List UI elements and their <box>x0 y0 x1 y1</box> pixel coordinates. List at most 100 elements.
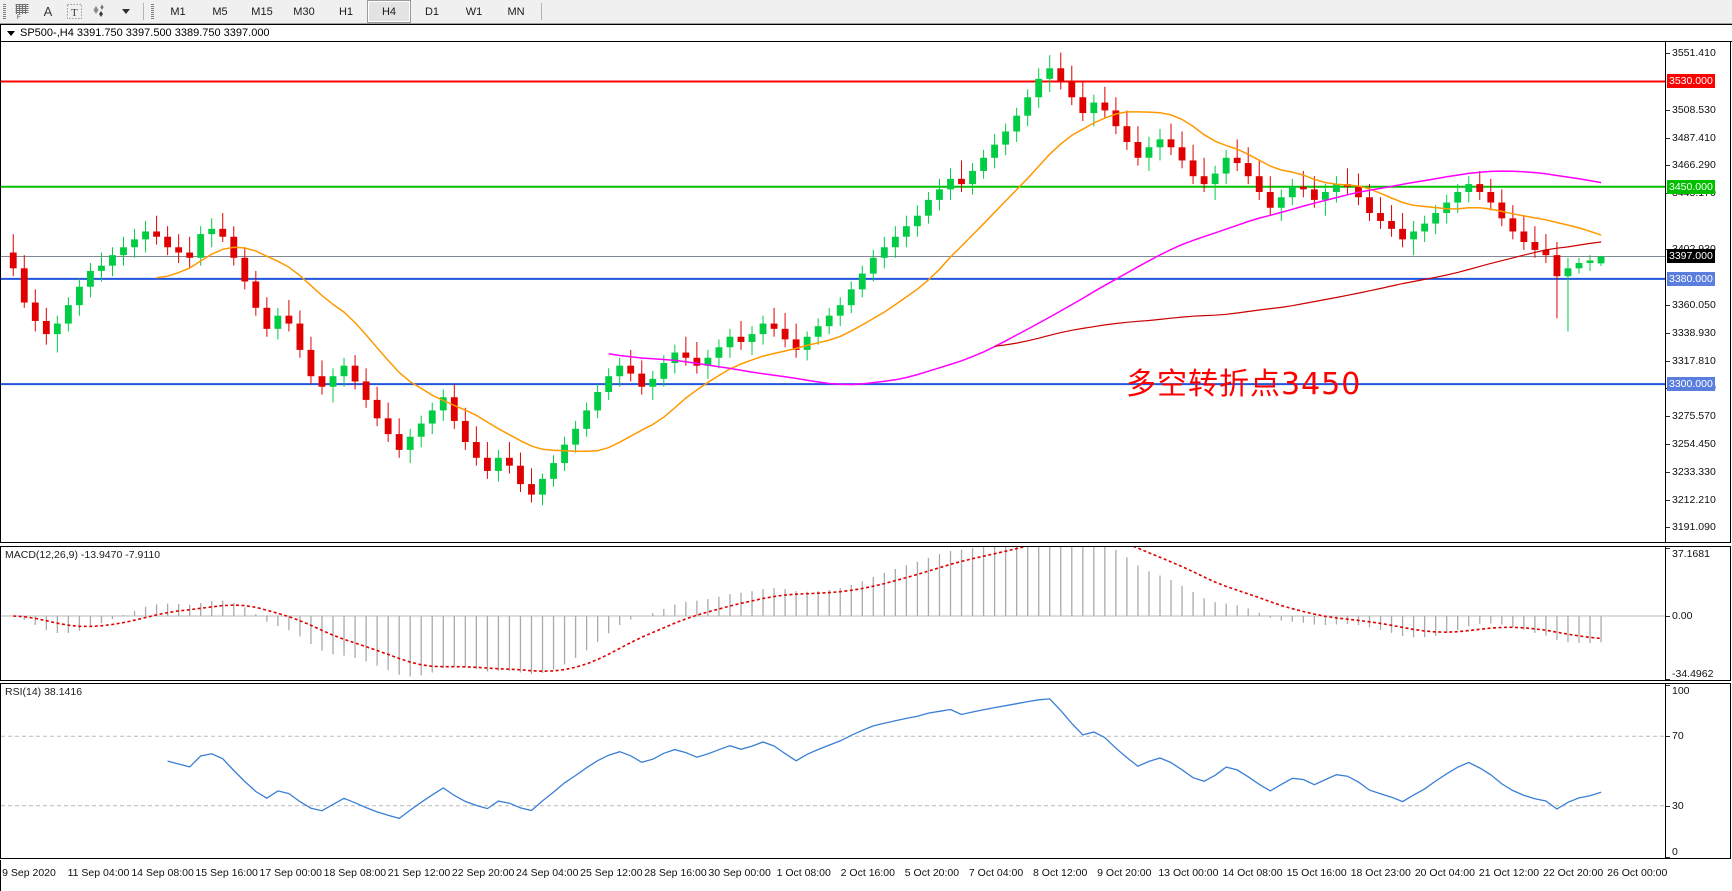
candlestick <box>649 378 657 387</box>
time-axis-label: 8 Oct 12:00 <box>1033 867 1088 879</box>
price-axis-label: 3233.330 <box>1672 465 1716 478</box>
price-axis-tick <box>1666 360 1670 362</box>
crosshair-grid-icon[interactable]: F <box>9 1 35 22</box>
price-chart-svg <box>1 52 1666 506</box>
candlestick <box>197 234 205 258</box>
candlestick <box>1410 231 1418 240</box>
price-plot-area[interactable] <box>1 42 1666 542</box>
candlestick <box>1255 176 1263 192</box>
macd-axis-tick <box>1666 679 1670 680</box>
candlestick <box>98 265 105 271</box>
price-axis-label: 3275.570 <box>1672 410 1716 423</box>
candlestick <box>1013 115 1021 132</box>
candlestick <box>891 236 899 248</box>
candlestick <box>340 365 348 377</box>
timeframe-d1[interactable]: D1 <box>424 5 440 18</box>
timeframe-m1[interactable]: M1 <box>170 5 186 18</box>
toolbar-grip-handle[interactable] <box>0 1 9 22</box>
timeframe-m5[interactable]: M5 <box>212 5 228 18</box>
time-axis-label: 2 Oct 16:00 <box>840 867 895 879</box>
timeframe-h1[interactable]: H1 <box>338 5 354 18</box>
candlestick <box>1156 139 1164 148</box>
candlestick <box>638 373 646 387</box>
text-label-icon[interactable]: T <box>61 1 87 22</box>
candlestick <box>1134 142 1142 158</box>
rsi-axis-label: 0 <box>1672 846 1678 858</box>
time-axis-label: 9 Sep 2020 <box>2 867 56 879</box>
rsi-axis-tick <box>1666 736 1670 738</box>
time-axis-label: 18 Sep 08:00 <box>323 867 387 879</box>
candlestick <box>307 349 315 377</box>
macd-axis[interactable]: 37.1681 0.00 -34.4962 <box>1665 547 1730 680</box>
pivot-level-badge[interactable]: 3450.000 <box>1667 179 1715 194</box>
time-axis-label: 26 Oct 00:00 <box>1607 867 1668 879</box>
candlestick <box>583 410 591 429</box>
objects-icon[interactable] <box>87 1 113 22</box>
rsi-indicator-pane[interactable]: RSI(14) 38.1416 100 70 30 0 <box>0 683 1731 859</box>
timeframe-m30[interactable]: M30 <box>293 5 315 18</box>
macd-axis-tick <box>1666 615 1670 617</box>
candlestick <box>726 336 734 348</box>
time-axis-label: 21 Oct 12:00 <box>1478 867 1540 879</box>
candlestick <box>186 252 194 258</box>
price-axis-tick <box>1666 332 1670 334</box>
moving-average-line <box>608 170 1602 386</box>
objects-dropdown-caret-icon[interactable] <box>113 1 139 22</box>
time-axis-label: 13 Oct 00:00 <box>1158 867 1219 879</box>
time-axis-label: 17 Sep 00:00 <box>259 867 323 879</box>
price-axis[interactable]: 3551.4103508.5303487.4103466.2903445.170… <box>1665 42 1730 542</box>
candlestick <box>969 170 976 185</box>
resistance-level-badge[interactable]: 3530.000 <box>1667 74 1715 89</box>
rsi-plot-area[interactable] <box>1 684 1666 858</box>
candlestick <box>936 189 943 200</box>
candlestick <box>980 157 987 171</box>
rsi-axis[interactable]: 100 70 30 0 <box>1665 684 1730 858</box>
candlestick <box>836 305 844 316</box>
price-axis-tick <box>1666 305 1670 307</box>
candlestick <box>1310 189 1318 200</box>
candlestick <box>241 257 249 282</box>
candlestick <box>1564 268 1572 277</box>
support-level-badge[interactable]: 3380.000 <box>1667 271 1715 286</box>
text-tool-icon[interactable]: A <box>43 4 53 19</box>
macd-axis-label: -34.4962 <box>1672 668 1714 680</box>
timeframe-m15[interactable]: M15 <box>251 5 273 18</box>
timeframe-grip-handle[interactable] <box>148 1 157 22</box>
rsi-axis-tick <box>1666 805 1670 807</box>
price-axis-tick <box>1666 53 1670 55</box>
candlestick <box>208 228 216 235</box>
candlestick <box>682 352 690 358</box>
candlestick <box>517 465 524 485</box>
time-axis-label: 25 Sep 12:00 <box>580 867 643 879</box>
timeframe-mn[interactable]: MN <box>507 5 525 18</box>
time-axis-label: 21 Sep 12:00 <box>387 867 451 879</box>
time-axis-label: 11 Sep 04:00 <box>67 867 130 879</box>
price-chart-pane[interactable]: 3551.4103508.5303487.4103466.2903445.170… <box>0 41 1731 543</box>
candlestick <box>472 442 480 458</box>
macd-indicator-pane[interactable]: MACD(12,26,9) -13.9470 -7.9110 37.1681 0.… <box>0 546 1731 681</box>
last-price-badge[interactable]: 3397.000 <box>1667 249 1715 264</box>
timeframe-h4[interactable]: H4 <box>367 0 411 23</box>
macd-signal-line <box>13 547 1602 673</box>
candlestick <box>1035 78 1043 98</box>
candlestick <box>1498 202 1506 219</box>
time-axis-label: 5 Oct 20:00 <box>904 867 960 879</box>
candlestick <box>494 457 502 471</box>
candlestick <box>395 434 403 450</box>
price-axis-tick <box>1666 165 1670 167</box>
time-axis[interactable]: 9 Sep 2020 11 Sep 04:00 14 Sep 08:00 15 Sep… <box>0 860 1732 891</box>
candlestick <box>131 239 138 248</box>
rsi-pane-title: RSI(14) 38.1416 <box>5 686 83 698</box>
timeframe-w1[interactable]: W1 <box>465 5 483 18</box>
candlestick <box>1112 110 1120 127</box>
candlestick <box>1222 157 1230 174</box>
support-level-badge-2[interactable]: 3300.000 <box>1667 377 1715 392</box>
candlestick <box>825 315 833 327</box>
candlestick <box>781 328 789 340</box>
candlestick <box>142 231 149 240</box>
chart-menu-caret-icon[interactable] <box>7 30 15 36</box>
time-axis-label: 18 Oct 23:00 <box>1350 867 1411 879</box>
candlestick <box>803 336 811 350</box>
macd-plot-area[interactable] <box>1 547 1666 680</box>
candlestick <box>1586 260 1594 264</box>
